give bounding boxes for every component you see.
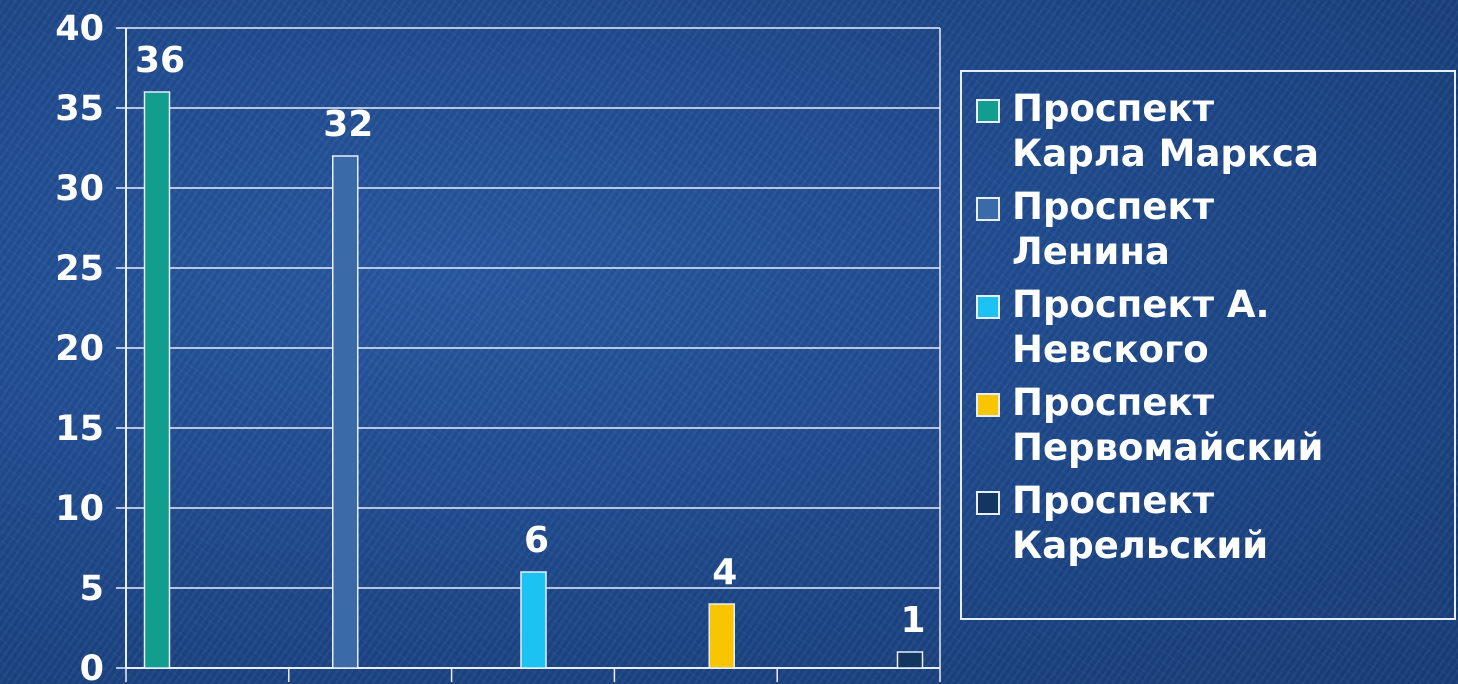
y-tick-label: 25 — [55, 249, 104, 289]
legend-item: Проспект Карла Маркса — [976, 86, 1454, 176]
legend-item: Проспект Первомайский — [976, 380, 1454, 470]
legend-item: Проспект Ленина — [976, 184, 1454, 274]
y-tick-label: 35 — [55, 89, 104, 129]
legend-swatch — [976, 99, 1000, 123]
y-tick-label: 20 — [55, 329, 104, 369]
data-label: 32 — [323, 104, 373, 145]
legend: Проспект Карла Маркса Проспект Ленина Пр… — [960, 70, 1456, 620]
legend-label: Проспект Карла Маркса — [1012, 87, 1319, 175]
legend-item: Проспект Карельский — [976, 478, 1454, 568]
bar — [896, 651, 924, 669]
gridlines — [126, 27, 940, 669]
y-tick-label: 15 — [55, 409, 104, 449]
y-tick-label: 0 — [80, 649, 104, 684]
legend-label: Проспект Ленина — [1012, 185, 1215, 273]
bar — [708, 603, 735, 669]
legend-label: Проспект Карельский — [1012, 479, 1269, 567]
y-tick-label: 30 — [55, 169, 104, 209]
bar — [332, 155, 359, 669]
y-tick-label: 10 — [55, 489, 104, 529]
data-label: 4 — [712, 552, 737, 593]
y-tick-label: 40 — [55, 9, 104, 49]
bar — [520, 571, 547, 669]
legend-label: Проспект Первомайский — [1012, 381, 1324, 469]
data-label: 6 — [524, 520, 549, 561]
bar — [143, 91, 171, 669]
y-axis-ticks: 0 5 10 15 20 25 30 35 40 — [55, 9, 104, 684]
data-label: 1 — [900, 600, 925, 641]
legend-swatch — [976, 393, 1000, 417]
data-labels: 36 32 6 4 1 — [135, 40, 926, 641]
legend-swatch — [976, 295, 1000, 319]
legend-label: Проспект А. Невского — [1012, 283, 1270, 371]
legend-swatch — [976, 197, 1000, 221]
bar-chart: 0 5 10 15 20 25 30 35 40 36 32 6 4 1 — [55, 9, 941, 684]
y-tick-label: 5 — [80, 569, 104, 609]
legend-item: Проспект А. Невского — [976, 282, 1454, 372]
legend-swatch — [976, 491, 1000, 515]
bars — [143, 91, 924, 669]
data-label: 36 — [135, 40, 185, 81]
